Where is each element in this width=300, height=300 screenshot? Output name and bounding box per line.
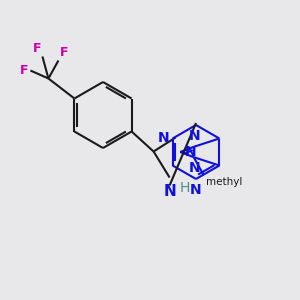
Text: F: F bbox=[20, 64, 28, 77]
Text: N: N bbox=[189, 129, 200, 143]
Text: H: H bbox=[180, 181, 190, 194]
Text: F: F bbox=[59, 46, 68, 59]
Text: methyl: methyl bbox=[206, 177, 242, 187]
Text: N: N bbox=[189, 161, 200, 175]
Text: N: N bbox=[190, 183, 202, 197]
Text: N: N bbox=[158, 130, 169, 145]
Text: N: N bbox=[163, 184, 176, 199]
Text: N: N bbox=[185, 145, 197, 159]
Text: F: F bbox=[33, 43, 41, 56]
